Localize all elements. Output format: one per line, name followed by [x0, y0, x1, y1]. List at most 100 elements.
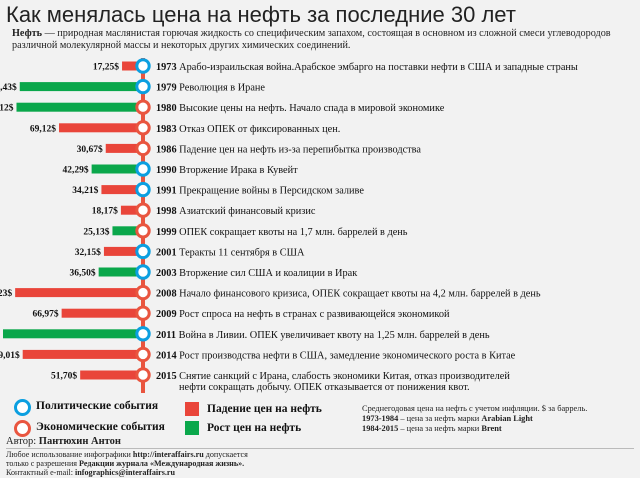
price-bar-2014 [22, 349, 143, 359]
price-bar-1983 [59, 123, 143, 133]
event-desc-2014: Рост производства нефти в США, замедлени… [179, 350, 516, 361]
event-desc-2011: Война в Ливии. ОПЕК увеличивает квоту на… [179, 330, 490, 341]
price-bar-1973 [122, 61, 143, 71]
note-line-2-text: – цена за нефть марки [398, 414, 482, 423]
footer-line-3: Контактный e-mail: infographics@interaff… [6, 468, 336, 477]
event-dot-1990 [135, 161, 151, 177]
event-dot-2001 [135, 243, 151, 260]
fall-swatch-icon [185, 402, 199, 416]
event-year-2009: 2009 [156, 309, 179, 320]
event-dot-1998 [135, 202, 151, 218]
event-year-2001: 2001 [156, 247, 179, 258]
event-year-1979: 1979 [156, 83, 179, 94]
author-prefix: Автор: [6, 436, 39, 447]
event-dot-1979 [135, 78, 151, 95]
event-year-2014: 2014 [156, 350, 179, 361]
event-dot-2015 [135, 367, 151, 383]
event-dot-1991 [135, 181, 151, 198]
event-dot-2003 [135, 264, 151, 280]
event-desc-1979: Революция в Иране [179, 83, 265, 94]
price-label-2003: 36,50$ [70, 268, 96, 279]
price-label-2015: 51,70$ [51, 371, 77, 382]
event-desc-1991: Прекращение войны в Персидском заливе [179, 186, 364, 197]
price-label-2009: 66,97$ [33, 309, 59, 320]
price-bar-1990 [91, 164, 143, 174]
note-line-2: 1973-1984 – цена за нефть марки Arabian … [362, 414, 637, 424]
event-year-2008: 2008 [156, 289, 179, 300]
footer-email-link[interactable]: infographics@interaffairs.ru [75, 468, 175, 477]
price-bar-2001 [103, 246, 143, 256]
page-title: Как менялась цена на нефть за последние … [6, 2, 516, 27]
event-dot-1983 [135, 120, 151, 136]
legend-political-label: Политические события [36, 400, 159, 412]
economic-dot-icon [14, 420, 31, 437]
event-desc-1986: Падение цен на нефть из-за перепибытка п… [179, 144, 421, 155]
event-dot-1986 [135, 140, 151, 157]
political-dot-icon [14, 399, 31, 416]
event-desc-2001: Теракты 11 сентября в США [179, 247, 305, 258]
footer-text: Любое использование инфографики http://i… [6, 450, 336, 477]
event-year-1973: 1973 [156, 62, 179, 73]
footer-editor: Редакции журнала «Международная жизнь». [79, 459, 245, 468]
rise-swatch-icon [185, 421, 199, 435]
event-dot-2009 [135, 305, 151, 321]
event-text-1979: 1979 Революция в Иране [156, 83, 265, 94]
footer-line-1: Любое использование инфографики http://i… [6, 450, 336, 459]
event-year-1999: 1999 [156, 227, 179, 238]
event-dot-1973 [135, 58, 151, 74]
price-label-1980: 104,12$ [0, 103, 14, 114]
price-label-1983: 69,12$ [30, 123, 56, 134]
price-label-1979: 101,43$ [0, 82, 17, 93]
event-text-1990: 1990 Вторжение Ирака в Кувейт [156, 165, 298, 176]
note-brand-2: Brent [481, 424, 502, 433]
event-text-1980: 1980 Высокие цены на нефть. Начало спада… [156, 103, 445, 114]
author-credit: Автор: Пантюхин Антон [6, 436, 121, 447]
event-dot-1999 [135, 223, 151, 239]
price-label-1973: 17,25$ [93, 62, 119, 73]
intro-definition: — природная маслянистая горючая жидкость… [12, 28, 611, 51]
price-note: Среднегодовая цена на нефть с учетом инф… [362, 404, 637, 434]
legend-economic-label: Экономические события [36, 421, 165, 433]
event-year-1991: 1991 [156, 186, 179, 197]
event-year-2011: 2011 [156, 330, 179, 341]
price-bar-1980 [16, 102, 143, 112]
event-year-2015: 2015 [156, 371, 179, 382]
price-bar-1999 [112, 226, 143, 236]
event-desc-2015: Снятие санкций с Ирана, слабость экономи… [179, 371, 510, 382]
price-bar-1986 [105, 143, 143, 153]
event-text-1983: 1983 Отказ ОПЕК от фиксированных цен. [156, 124, 340, 135]
footer-l2-a: только с разрешения [6, 459, 80, 468]
event-year-2003: 2003 [156, 268, 179, 279]
price-bar-2015 [80, 370, 143, 380]
price-label-1990: 42,29$ [62, 165, 88, 176]
event-text-1973: 1973 Арабо-израильская война.Арабское эм… [156, 62, 578, 73]
note-line-1: Среднегодовая цена на нефть с учетом инф… [362, 404, 588, 413]
intro-text: Нефть — природная маслянистая горючая жи… [12, 28, 632, 52]
event-desc-2009: Рост спроса на нефть в странах с развива… [179, 309, 450, 320]
event-text-2014: 2014 Рост производства нефти в США, заме… [156, 350, 516, 361]
event-dot-2014 [135, 346, 151, 363]
event-text2-2015: нефти сокращать добычу. ОПЕК отказываетс… [179, 382, 470, 393]
event-desc-1983: Отказ ОПЕК от фиксированных цен. [179, 124, 340, 135]
price-bar-2003 [98, 267, 143, 277]
event-dot-2008 [135, 284, 151, 301]
event-dot-1980 [135, 99, 151, 115]
author-name: Пантюхин Антон [38, 436, 121, 447]
footer-line-2: только с разрешения Редакции журнала «Ме… [6, 459, 336, 468]
price-label-1991: 34,21$ [72, 185, 98, 196]
price-bar-1991 [101, 185, 143, 195]
footer-l3-a: Контактный e-mail: [6, 468, 76, 477]
note-line-3: 1984-2015 – цена за нефть марки Brent [362, 424, 637, 434]
footer-site-link[interactable]: http://interaffairs.ru [132, 450, 204, 459]
event-desc-1980: Высокие цены на нефть. Начало спада в ми… [179, 103, 445, 114]
price-label-1986: 30,67$ [77, 144, 103, 155]
price-bar-2011 [3, 329, 143, 339]
price-label-2008: 105,23$ [0, 288, 12, 299]
event-text-1999: 1999 ОПЕК сокращает квоты на 1,7 млн. ба… [156, 227, 408, 238]
event-year-1986: 1986 [156, 144, 179, 155]
event-text-1998: 1998 Азиатский финансовый кризис [156, 206, 316, 217]
event-year-1983: 1983 [156, 124, 179, 135]
event-text-2011: 2011 Война в Ливии. ОПЕК увеличивает кво… [156, 330, 490, 341]
event-text-2009: 2009 Рост спроса на нефть в странах с ра… [156, 309, 450, 320]
footer-l1-c: допускается [203, 450, 248, 459]
